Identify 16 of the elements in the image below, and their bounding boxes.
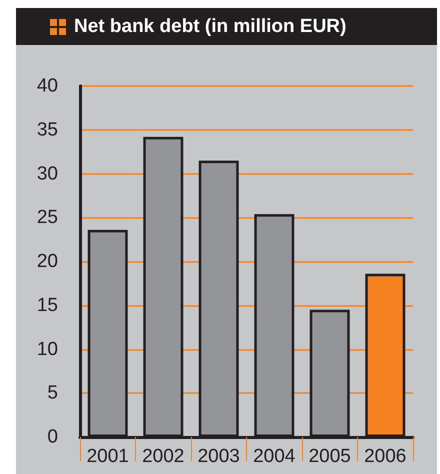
y-tick-label: 35 — [36, 119, 58, 140]
y-tick-label: 30 — [36, 163, 58, 184]
chart-title: Net bank debt (in million EUR) — [74, 16, 346, 38]
x-tick-label: 2006 — [364, 446, 406, 467]
x-tick-label: 2001 — [86, 446, 129, 467]
x-tick-label: 2004 — [253, 446, 296, 467]
y-tick-label: 15 — [36, 294, 58, 316]
y-tick-label: 40 — [36, 76, 58, 96]
x-tick-label: 2002 — [142, 446, 184, 467]
x-tick-label: 2005 — [308, 446, 351, 467]
x-tick-label: 2003 — [198, 446, 240, 467]
y-tick-label: 10 — [36, 338, 58, 360]
y-tick-label: 0 — [47, 426, 58, 448]
y-tick-label: 5 — [47, 382, 58, 404]
y-tick-label: 25 — [36, 207, 58, 228]
y-tick-label: 20 — [36, 251, 58, 272]
